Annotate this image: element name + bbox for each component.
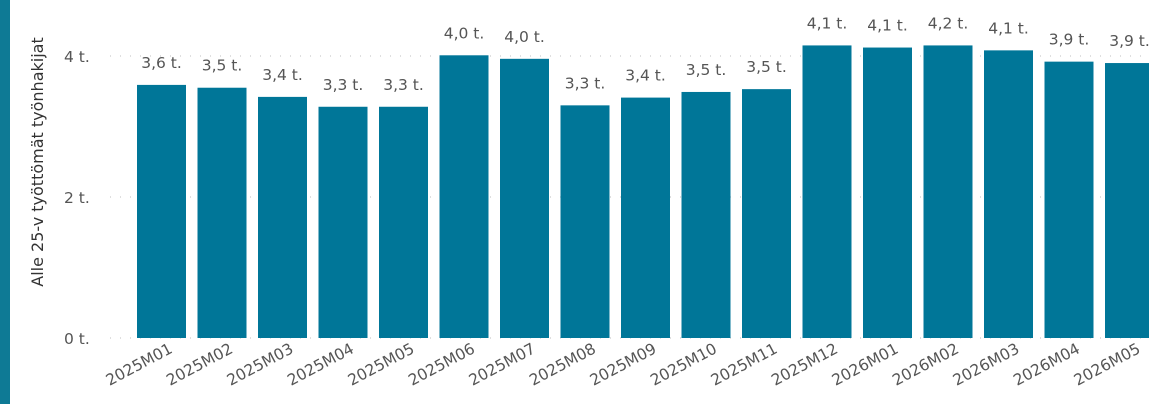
x-tick-label: 2025M06 [405, 340, 478, 390]
data-label: 3,3 t. [323, 76, 364, 94]
x-tick-label: 2025M02 [163, 340, 236, 390]
y-axis-title: Alle 25-v työttömät työnhakijat [28, 37, 47, 287]
bar [802, 45, 852, 339]
x-tick-label: 2025M11 [708, 340, 781, 390]
bar [439, 55, 489, 339]
y-axis-ticks: 0 t. 2 t. 4 t. [64, 48, 90, 348]
x-tick-label: 2025M05 [345, 340, 418, 390]
x-tick-label: 2026M02 [889, 340, 962, 390]
data-label: 3,3 t. [383, 76, 424, 94]
data-label: 4,2 t. [928, 14, 969, 32]
data-labels: 3,6 t. 3,5 t. 3,4 t. 3,3 t. 3,3 t. 4,0 t. 4,0 … [141, 14, 1149, 93]
bar [681, 91, 731, 338]
bar [984, 50, 1033, 339]
data-label: 4,1 t. [988, 19, 1029, 37]
bars [137, 45, 1149, 339]
data-label: 3,9 t. [1109, 32, 1149, 50]
data-label: 3,5 t. [746, 58, 787, 76]
x-tick-label: 2026M01 [829, 340, 902, 390]
bar [560, 105, 610, 338]
bar [923, 45, 973, 339]
data-label: 3,9 t. [1049, 31, 1090, 49]
data-label: 4,0 t. [444, 24, 485, 42]
bar [1044, 61, 1094, 338]
data-label: 3,3 t. [565, 74, 606, 92]
y-tick-label: 2 t. [64, 189, 90, 207]
x-tick-label: 2025M07 [466, 340, 539, 390]
left-accent-bar [0, 0, 10, 404]
x-tick-label: 2025M04 [284, 340, 357, 390]
bar [197, 87, 247, 338]
bar [137, 84, 186, 338]
bar [500, 58, 549, 338]
x-axis-ticks: 2025M012025M022025M032025M042025M052025M… [103, 340, 1144, 390]
x-tick-label: 2025M12 [768, 340, 841, 390]
bar [1105, 63, 1149, 339]
bar [621, 97, 670, 338]
bar [318, 106, 368, 338]
x-tick-label: 2026M04 [1010, 340, 1083, 390]
x-tick-label: 2025M03 [224, 340, 297, 390]
x-tick-label: 2025M09 [587, 340, 660, 390]
x-tick-label: 2025M10 [647, 340, 720, 390]
data-label: 3,4 t. [262, 66, 303, 84]
x-tick-label: 2026M05 [1071, 340, 1144, 390]
data-label: 4,1 t. [867, 17, 908, 35]
bar [379, 106, 428, 338]
data-label: 3,5 t. [202, 57, 243, 75]
bar [258, 96, 307, 338]
y-tick-label: 0 t. [64, 330, 90, 348]
bar [863, 47, 912, 338]
y-tick-label: 4 t. [64, 48, 90, 66]
x-tick-label: 2025M08 [526, 340, 599, 390]
data-label: 3,6 t. [141, 54, 182, 72]
data-label: 4,0 t. [504, 28, 545, 46]
bar [742, 89, 791, 338]
data-label: 4,1 t. [807, 14, 848, 32]
data-label: 3,4 t. [625, 67, 666, 85]
data-label: 3,5 t. [686, 61, 727, 79]
x-tick-label: 2025M01 [103, 340, 176, 390]
x-tick-label: 2026M03 [950, 340, 1023, 390]
